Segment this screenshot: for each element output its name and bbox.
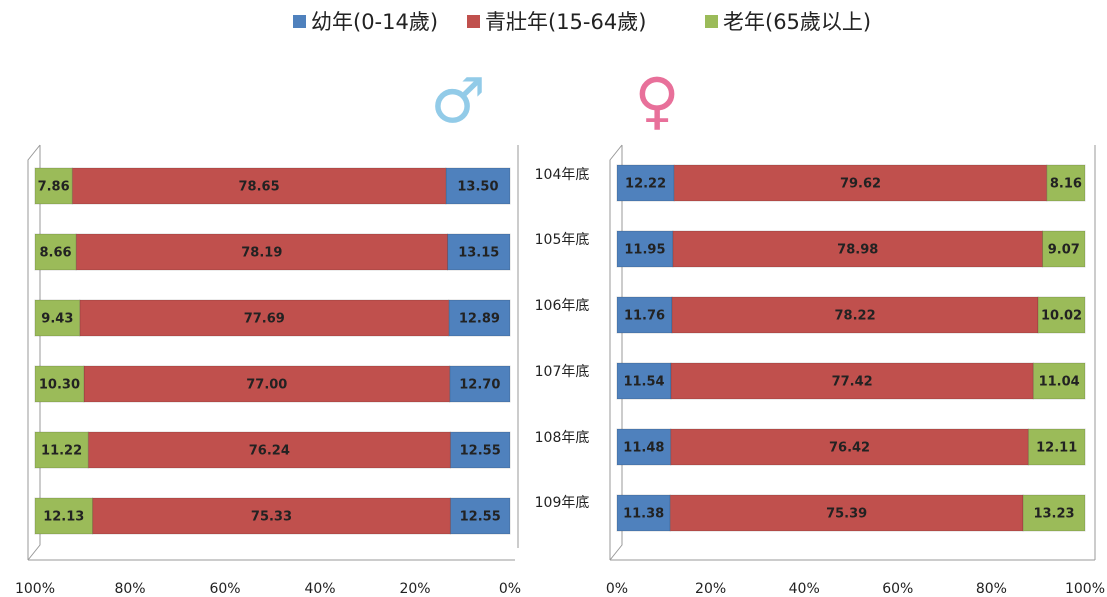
- x-tick-label: 20%: [399, 581, 430, 597]
- data-label: 11.38: [623, 507, 664, 522]
- bar-segment: [1042, 230, 1086, 268]
- x-tick-label: 100%: [1065, 581, 1105, 597]
- bar-segment: [449, 497, 511, 535]
- data-label: 8.16: [1050, 177, 1082, 192]
- data-label: 10.30: [39, 378, 80, 393]
- bar-segment: [445, 167, 511, 205]
- bar-segment: [447, 233, 511, 271]
- legend-label: 青壯年(15-64歲): [485, 10, 646, 34]
- bar-segment: [671, 296, 1039, 334]
- bar-segment: [670, 362, 1034, 400]
- data-label: 11.22: [41, 444, 82, 459]
- legend-swatch: [293, 15, 306, 28]
- bar-segment: [1032, 362, 1086, 400]
- legend-swatch: [705, 15, 718, 28]
- x-tick-label: 0%: [606, 581, 628, 597]
- bar-segment: [616, 230, 674, 268]
- bar-segment: [75, 233, 449, 271]
- category-label: 104年底: [535, 167, 590, 183]
- data-label: 11.95: [624, 243, 665, 258]
- x-tick-label: 100%: [15, 581, 55, 597]
- x-tick-label: 60%: [882, 581, 913, 597]
- category-label: 107年底: [535, 364, 590, 380]
- bar-segment: [79, 299, 450, 337]
- frame: [27, 144, 519, 561]
- data-label: 9.07: [1048, 243, 1080, 258]
- data-label: 13.50: [457, 180, 498, 195]
- bar-segment: [669, 494, 1024, 532]
- data-label: 11.76: [624, 309, 665, 324]
- data-label: 10.02: [1041, 309, 1082, 324]
- bar-segment: [616, 296, 673, 334]
- x-tick-label: 20%: [695, 581, 726, 597]
- legend-label: 老年(65歲以上): [723, 10, 871, 34]
- bar-segment: [1046, 164, 1086, 202]
- x-tick-label: 80%: [976, 581, 1007, 597]
- x-tick-label: 60%: [209, 581, 240, 597]
- data-label: 79.62: [840, 177, 881, 192]
- legend-swatch: [467, 15, 480, 28]
- bar-segment: [92, 497, 451, 535]
- legend-label: 幼年(0-14歲): [311, 10, 438, 34]
- data-label: 11.48: [623, 441, 664, 456]
- category-label: 106年底: [535, 298, 590, 314]
- data-label: 12.22: [625, 177, 666, 192]
- bar-segment: [83, 365, 451, 403]
- data-label: 13.15: [458, 246, 499, 261]
- bar-segment: [34, 167, 73, 205]
- frame: [609, 144, 1096, 561]
- data-label: 11.04: [1039, 375, 1080, 390]
- data-label: 9.43: [41, 312, 73, 327]
- bar-segment: [34, 299, 81, 337]
- data-label: 11.54: [623, 375, 664, 390]
- bar-segment: [616, 494, 671, 532]
- data-label: 76.24: [249, 444, 290, 459]
- data-label: 13.23: [1033, 507, 1074, 522]
- data-label: 78.65: [239, 180, 280, 195]
- bar-segment: [1037, 296, 1086, 334]
- bar-segment: [87, 431, 451, 469]
- data-label: 12.55: [460, 444, 501, 459]
- x-tick-label: 40%: [789, 581, 820, 597]
- data-label: 75.33: [251, 510, 292, 525]
- data-label: 77.42: [832, 375, 873, 390]
- data-label: 7.86: [38, 180, 70, 195]
- bar-segment: [1022, 494, 1086, 532]
- x-tick-label: 80%: [114, 581, 145, 597]
- bar-segment: [34, 431, 89, 469]
- data-label: 78.19: [241, 246, 282, 261]
- data-label: 76.42: [829, 441, 870, 456]
- bar-segment: [448, 299, 511, 337]
- data-label: 12.89: [459, 312, 500, 327]
- data-label: 12.13: [43, 510, 84, 525]
- bar-segment: [672, 230, 1044, 268]
- bar-segment: [34, 233, 77, 271]
- category-label: 109年底: [535, 495, 590, 511]
- gender-symbol: ♀: [634, 64, 679, 137]
- data-label: 75.39: [826, 507, 867, 522]
- x-tick-label: 0%: [499, 581, 521, 597]
- data-label: 8.66: [40, 246, 72, 261]
- data-label: 12.70: [459, 378, 500, 393]
- bar-segment: [34, 365, 85, 403]
- data-label: 77.69: [244, 312, 285, 327]
- bar-segment: [1027, 428, 1086, 466]
- bar-segment: [449, 431, 511, 469]
- data-label: 78.98: [837, 243, 878, 258]
- bar-segment: [616, 428, 672, 466]
- bar-segment: [34, 497, 94, 535]
- bar-segment: [673, 164, 1048, 202]
- gender-symbol: ♂: [430, 64, 486, 137]
- data-label: 12.11: [1036, 441, 1077, 456]
- data-label: 12.55: [460, 510, 501, 525]
- x-tick-label: 40%: [304, 581, 335, 597]
- category-label: 105年底: [535, 232, 590, 248]
- data-label: 77.00: [246, 378, 287, 393]
- data-label: 78.22: [835, 309, 876, 324]
- category-label: 108年底: [535, 430, 590, 446]
